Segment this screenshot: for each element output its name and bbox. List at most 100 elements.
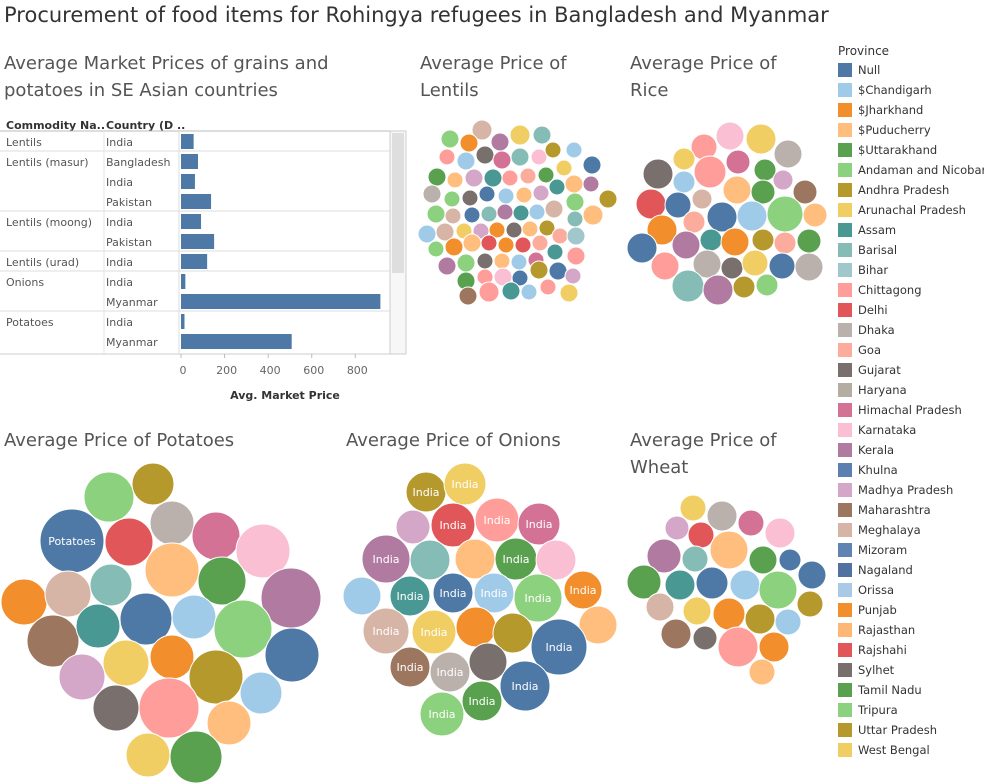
- bubble[interactable]: [671, 269, 705, 303]
- bubble[interactable]: [695, 566, 729, 600]
- bubble[interactable]: [89, 563, 133, 607]
- bubble[interactable]: [715, 121, 745, 151]
- bubble[interactable]: [682, 210, 706, 234]
- bubble[interactable]: [753, 158, 777, 182]
- bubble[interactable]: [692, 625, 718, 651]
- bubble[interactable]: [672, 147, 696, 171]
- bubble[interactable]: [563, 570, 603, 610]
- bar[interactable]: [181, 314, 185, 329]
- bubble[interactable]: [422, 184, 442, 204]
- bubble[interactable]: [744, 603, 776, 635]
- bubble[interactable]: [538, 219, 556, 237]
- bubble[interactable]: [706, 500, 738, 532]
- bubble[interactable]: [419, 691, 465, 737]
- bubble[interactable]: [530, 618, 588, 676]
- bubble[interactable]: [499, 660, 551, 712]
- bubble[interactable]: [92, 684, 140, 732]
- bubble[interactable]: [444, 207, 462, 225]
- bubble[interactable]: [458, 286, 478, 306]
- bubble[interactable]: [564, 174, 584, 194]
- bubble[interactable]: [501, 169, 519, 187]
- bubble[interactable]: [409, 539, 451, 581]
- bubble[interactable]: [456, 151, 476, 171]
- bubble[interactable]: [751, 228, 775, 252]
- bubble[interactable]: [758, 631, 790, 663]
- bubble[interactable]: [235, 523, 291, 579]
- bubble[interactable]: [468, 642, 508, 682]
- bubble[interactable]: [131, 462, 175, 506]
- bubble[interactable]: [505, 221, 523, 239]
- bubble[interactable]: [483, 168, 503, 188]
- bubble[interactable]: [528, 203, 546, 221]
- bubble[interactable]: [443, 190, 461, 208]
- bubble[interactable]: [642, 158, 674, 190]
- bubble[interactable]: [720, 227, 750, 257]
- bubble[interactable]: [138, 677, 200, 739]
- bubble[interactable]: [435, 222, 455, 242]
- bubble[interactable]: [766, 195, 804, 233]
- bubble[interactable]: [537, 166, 555, 184]
- bubble[interactable]: [496, 203, 514, 221]
- bubble[interactable]: [794, 252, 824, 282]
- bubble[interactable]: [559, 283, 579, 303]
- bubble[interactable]: [626, 564, 662, 600]
- bubble[interactable]: [565, 141, 583, 159]
- bubble[interactable]: [427, 240, 445, 258]
- bubble[interactable]: [213, 599, 273, 659]
- bubble[interactable]: [488, 221, 506, 239]
- bubble[interactable]: [102, 639, 150, 687]
- bubble[interactable]: [509, 124, 531, 146]
- bar[interactable]: [181, 254, 208, 269]
- bubble[interactable]: [546, 243, 564, 261]
- bubble[interactable]: [755, 273, 779, 297]
- bubble[interactable]: [773, 139, 803, 169]
- bubble[interactable]: [149, 500, 195, 546]
- bubble[interactable]: [264, 627, 320, 683]
- bubble[interactable]: [480, 234, 498, 252]
- bubble[interactable]: [510, 147, 530, 167]
- bubble[interactable]: [440, 129, 460, 149]
- bubble[interactable]: [530, 148, 548, 166]
- bubble[interactable]: [206, 700, 252, 746]
- bubble[interactable]: [566, 210, 584, 228]
- scrollbar-thumb[interactable]: [392, 133, 404, 273]
- bubble[interactable]: [125, 732, 171, 778]
- bar[interactable]: [181, 134, 194, 149]
- bubble[interactable]: [427, 167, 447, 187]
- bubble[interactable]: [532, 125, 552, 145]
- bubble[interactable]: [461, 680, 503, 722]
- bubble[interactable]: [44, 570, 92, 618]
- bubble[interactable]: [191, 511, 241, 561]
- bubble[interactable]: [699, 228, 723, 252]
- bubble[interactable]: [748, 658, 776, 686]
- bubble[interactable]: [511, 269, 529, 287]
- bubble[interactable]: [512, 204, 530, 222]
- bubble[interactable]: [443, 462, 487, 506]
- bubble[interactable]: [478, 281, 500, 303]
- bubble[interactable]: [539, 278, 557, 296]
- bubble[interactable]: [645, 592, 675, 622]
- bubble[interactable]: [426, 204, 446, 224]
- bubble[interactable]: [578, 605, 618, 645]
- bubble[interactable]: [456, 253, 476, 273]
- bubble[interactable]: [551, 227, 569, 245]
- bubble[interactable]: [430, 502, 476, 548]
- bubble[interactable]: [429, 651, 471, 693]
- bubble[interactable]: [454, 538, 496, 580]
- bubble[interactable]: [768, 252, 796, 280]
- bubble[interactable]: [104, 517, 154, 567]
- bubble[interactable]: [796, 590, 824, 618]
- bubble[interactable]: [725, 149, 751, 175]
- bubble[interactable]: [792, 179, 818, 205]
- bubble[interactable]: [646, 538, 682, 574]
- bubble[interactable]: [389, 646, 431, 688]
- bubble[interactable]: [239, 671, 283, 715]
- bubble[interactable]: [515, 186, 533, 204]
- bubble[interactable]: [463, 206, 481, 224]
- bubble[interactable]: [722, 175, 752, 205]
- bubble[interactable]: [664, 569, 696, 601]
- bubble[interactable]: [774, 608, 802, 636]
- bubble[interactable]: [635, 188, 667, 220]
- bubble[interactable]: [717, 626, 759, 668]
- bubble[interactable]: [796, 228, 822, 254]
